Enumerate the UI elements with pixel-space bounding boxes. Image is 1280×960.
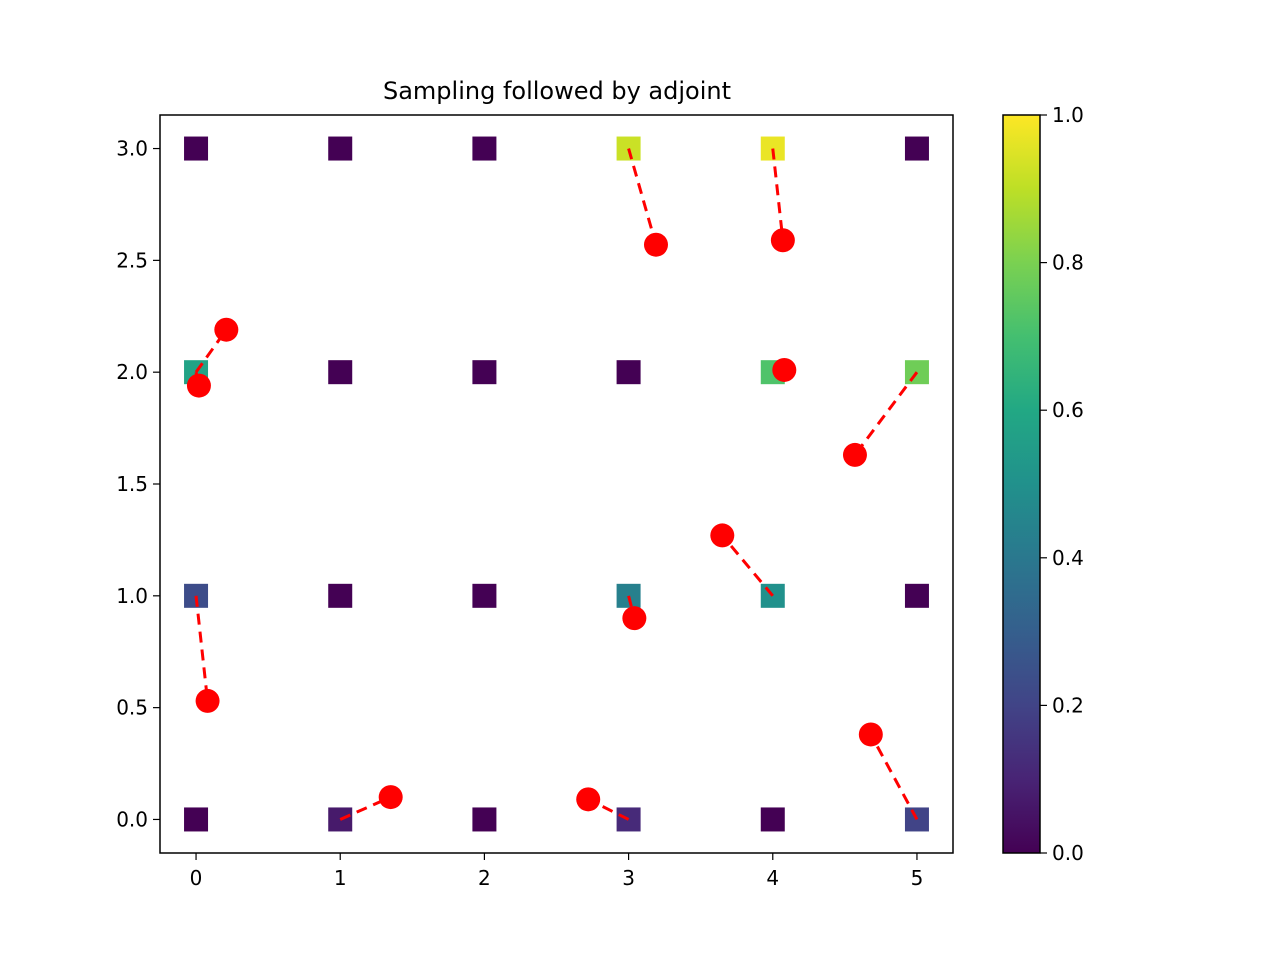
grid-square-marker — [904, 136, 929, 161]
grid-square-marker — [184, 136, 209, 161]
sample-point — [214, 317, 239, 342]
x-tick-label: 1 — [334, 866, 347, 890]
x-tick-label: 4 — [766, 866, 779, 890]
y-tick-label: 1.0 — [116, 584, 148, 608]
y-tick-label: 1.5 — [116, 472, 148, 496]
grid-square-marker — [904, 583, 929, 608]
grid-square-marker — [472, 807, 497, 832]
y-tick-label: 0.0 — [116, 807, 148, 831]
grid-square-marker — [328, 136, 353, 161]
sample-point — [842, 442, 867, 467]
colorbar-tick-label: 0.6 — [1052, 398, 1084, 422]
y-tick-label: 2.5 — [116, 248, 148, 272]
colorbar-frame — [1002, 114, 1041, 854]
x-tick-label: 3 — [622, 866, 635, 890]
colorbar-fill — [1003, 115, 1040, 853]
sample-point — [772, 357, 797, 382]
plot-area: 0 1 2 3 4 5 0.0 0.5 1.0 1.5 2.0 2.5 3.0 — [116, 114, 954, 890]
chart-title: Sampling followed by adjoint — [383, 77, 731, 105]
x-tick-label: 5 — [911, 866, 924, 890]
y-tick-label: 2.0 — [116, 360, 148, 384]
sample-point — [622, 606, 647, 631]
sample-point — [195, 688, 220, 713]
colorbar-tick-label: 0.8 — [1052, 251, 1084, 275]
displacement-line — [869, 733, 919, 821]
x-tick-label: 0 — [190, 866, 203, 890]
sample-point — [710, 523, 735, 548]
grid-square-marker — [184, 807, 209, 832]
grid-square-marker — [472, 136, 497, 161]
grid-square-marker — [328, 583, 353, 608]
colorbar-tick-label: 0.4 — [1052, 546, 1084, 570]
sample-point — [858, 722, 883, 747]
y-tick-label: 0.5 — [116, 696, 148, 720]
x-tick-label: 2 — [478, 866, 491, 890]
sample-point — [770, 228, 795, 253]
y-tick-label: 3.0 — [116, 137, 148, 161]
colorbar-tick-label: 0.2 — [1052, 693, 1084, 717]
colorbar: 0.0 0.2 0.4 0.6 0.8 1.0 — [1002, 103, 1084, 865]
colorbar-tick-label: 1.0 — [1052, 103, 1084, 127]
displacement-line — [771, 148, 785, 241]
sample-point — [378, 785, 403, 810]
grid-square-marker — [328, 360, 353, 385]
sample-point — [186, 373, 211, 398]
sample-point — [643, 232, 668, 257]
grid-square-marker — [760, 807, 785, 832]
axes-background — [160, 115, 953, 853]
displacement-line — [721, 534, 774, 597]
grid-square-marker — [472, 583, 497, 608]
sample-point — [576, 787, 601, 812]
grid-square-marker — [616, 360, 641, 385]
grid-square-marker — [472, 360, 497, 385]
colorbar-tick-label: 0.0 — [1052, 841, 1084, 865]
